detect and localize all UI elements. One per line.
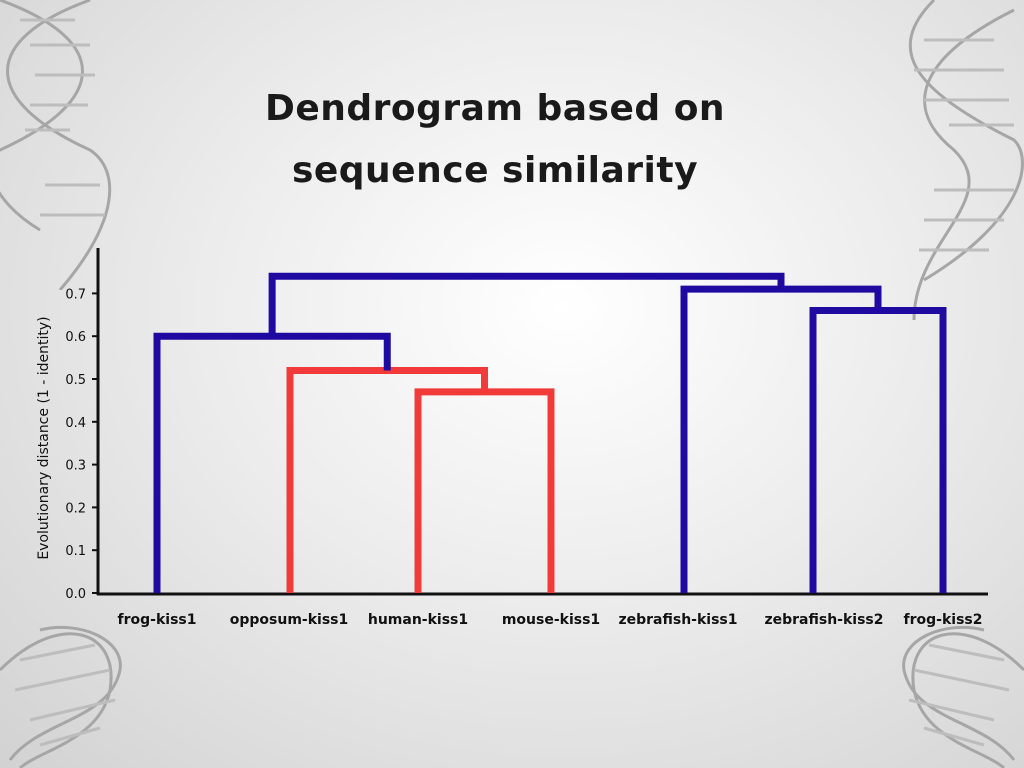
y-tick-label: 0.6 — [65, 330, 86, 345]
dendrogram-links — [153, 272, 947, 593]
leaf-labels: frog-kiss1 opposum-kiss1 human-kiss1 mouse-… — [118, 612, 983, 628]
dna-helix-bottom-left-decoration — [0, 625, 122, 768]
dendrogram-link-c5 — [680, 285, 882, 593]
chart-title: Dendrogram based on sequence similarity — [200, 78, 790, 202]
dendrogram-link-c2 — [286, 366, 488, 593]
chart-title-line-2: sequence similarity — [291, 150, 699, 191]
y-tick-label: 0.7 — [65, 287, 86, 302]
leaf-label-human-kiss1: human-kiss1 — [368, 612, 468, 628]
y-ticks: 0.0 0.1 0.2 0.3 0.4 0.5 0.6 0.7 — [65, 287, 98, 602]
leaf-label-mouse-kiss1: mouse-kiss1 — [502, 612, 600, 628]
axes — [96, 248, 988, 596]
y-tick-label: 0.1 — [65, 544, 86, 559]
dna-helix-top-left-decoration — [0, 0, 112, 290]
leaf-label-opposum-kiss1: opposum-kiss1 — [230, 612, 349, 628]
leaf-label-frog-kiss1: frog-kiss1 — [118, 612, 197, 628]
leaf-label-zebrafish-kiss1: zebrafish-kiss1 — [618, 612, 737, 628]
y-tick-label: 0.4 — [65, 416, 86, 431]
y-tick-label: 0.3 — [65, 459, 86, 474]
y-tick-label: 0.2 — [65, 501, 86, 516]
dendrogram-link-c6 — [268, 272, 785, 337]
leaf-label-zebrafish-kiss2: zebrafish-kiss2 — [764, 612, 883, 628]
dendrogram-link-c4 — [809, 307, 947, 593]
dna-helix-top-right-decoration — [908, 0, 1024, 320]
dendrogram-link-c3 — [153, 332, 391, 593]
chart-title-line-1: Dendrogram based on — [264, 88, 726, 129]
y-tick-label: 0.5 — [65, 373, 86, 388]
dendrogram-link-c1 — [414, 388, 555, 593]
y-tick-label: 0.0 — [65, 587, 86, 602]
dna-helix-bottom-right-decoration — [902, 625, 1024, 768]
leaf-label-frog-kiss2: frog-kiss2 — [904, 612, 983, 628]
